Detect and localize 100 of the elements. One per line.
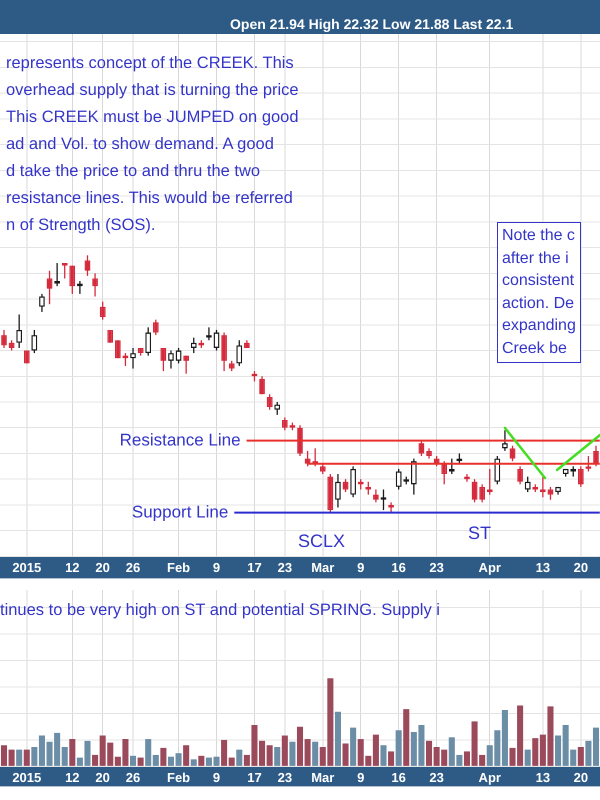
candlestick [448, 458, 455, 475]
x-tick-label: 2015 [12, 770, 42, 785]
bar [388, 751, 394, 766]
candlestick [266, 394, 272, 410]
candlestick [396, 468, 402, 490]
bar [236, 750, 242, 766]
x-tick-label: 17 [247, 560, 262, 575]
candlestick [69, 264, 76, 295]
x-tick-label: 9 [212, 560, 220, 575]
ref-line-label: Support Line [132, 502, 228, 522]
bar [380, 745, 387, 766]
candlestick [365, 481, 372, 496]
candlestick [373, 488, 379, 504]
x-tick-label: 13 [536, 770, 550, 785]
bar [16, 750, 22, 766]
candlestick [472, 478, 478, 504]
bar [24, 750, 30, 766]
bar [342, 743, 349, 766]
x-tick-label: Apr [478, 560, 501, 575]
bar [578, 746, 584, 766]
bar [403, 709, 410, 766]
candlestick [570, 466, 576, 478]
x-tick-label: 9 [357, 560, 364, 575]
candlestick [62, 262, 68, 280]
bar [145, 739, 152, 766]
candlestick [259, 376, 265, 395]
text: SCLX [298, 530, 346, 553]
x-tick-label: 23 [429, 770, 444, 785]
candlestick [342, 478, 348, 493]
candlestick [228, 360, 235, 372]
x-tick-label: 26 [126, 770, 140, 785]
candlestick [8, 340, 14, 352]
candlestick [46, 270, 52, 305]
bar [524, 750, 531, 766]
x-tick-label: Feb [167, 560, 190, 575]
candlestick [183, 355, 189, 374]
candlestick [24, 350, 30, 364]
annotation: Note the c after the i consistent action. De expanding Creek be [497, 222, 581, 363]
candlestick [130, 347, 136, 370]
candlestick [1, 329, 7, 349]
bar [138, 758, 144, 766]
x-tick-label: 13 [536, 560, 550, 575]
candlestick [350, 466, 356, 498]
candlestick [502, 430, 508, 452]
text: ST [468, 522, 492, 545]
bar [183, 745, 190, 766]
x-tick-label: 23 [278, 770, 292, 785]
x-tick-label: 2015 [12, 560, 42, 575]
bar [282, 736, 288, 766]
x-tick-label: 20 [95, 770, 110, 785]
candlestick [593, 445, 599, 467]
x-tick-label: 20 [95, 560, 110, 575]
x-tick-label: 16 [391, 770, 406, 785]
candlestick [524, 476, 531, 493]
bar [198, 756, 204, 766]
candlestick [282, 416, 288, 431]
x-tick-label: 20 [574, 560, 588, 575]
candlestick [214, 329, 220, 352]
candlestick [100, 300, 106, 320]
candlestick [190, 337, 197, 354]
bar [334, 712, 341, 766]
bar [130, 756, 136, 766]
candlestick [479, 484, 485, 504]
candlestick [160, 347, 166, 372]
bar [312, 742, 318, 766]
bar [396, 730, 402, 766]
candlestick [578, 466, 584, 488]
chart-title: Open 21.94 High 22.32 Low 21.88 Last 22.1 [0, 0, 600, 34]
candlestick [548, 486, 554, 500]
x-tick-label: Mar [311, 770, 334, 785]
candlestick [152, 318, 159, 336]
x-tick-label: Mar [311, 560, 334, 575]
x-tick-label: 26 [126, 560, 140, 575]
candlestick [304, 450, 310, 467]
bar [289, 742, 296, 766]
candlestick [221, 332, 227, 372]
x-tick-label: Apr [478, 770, 501, 785]
candlestick [320, 463, 326, 475]
x-tick-label: 9 [357, 770, 364, 785]
candlestick [486, 468, 493, 496]
candlestick [145, 326, 152, 356]
candlestick [236, 340, 242, 367]
candlestick [168, 350, 174, 370]
candlestick [16, 314, 22, 349]
bar [69, 739, 76, 766]
candlestick [441, 460, 448, 485]
x-tick-label: 9 [212, 770, 220, 785]
candlestick [274, 401, 280, 416]
bar [274, 746, 280, 766]
candlestick [418, 440, 424, 457]
candlestick [84, 254, 90, 277]
candlestick [176, 347, 182, 364]
x-tick-label: 16 [391, 560, 406, 575]
bar [350, 728, 356, 766]
x-tick-label: 23 [429, 560, 444, 575]
x-tick-label: 23 [278, 560, 292, 575]
x-tick-label: 12 [65, 560, 80, 575]
candlestick [32, 329, 38, 354]
bar [160, 748, 166, 766]
x-tick-label: Feb [167, 770, 190, 785]
